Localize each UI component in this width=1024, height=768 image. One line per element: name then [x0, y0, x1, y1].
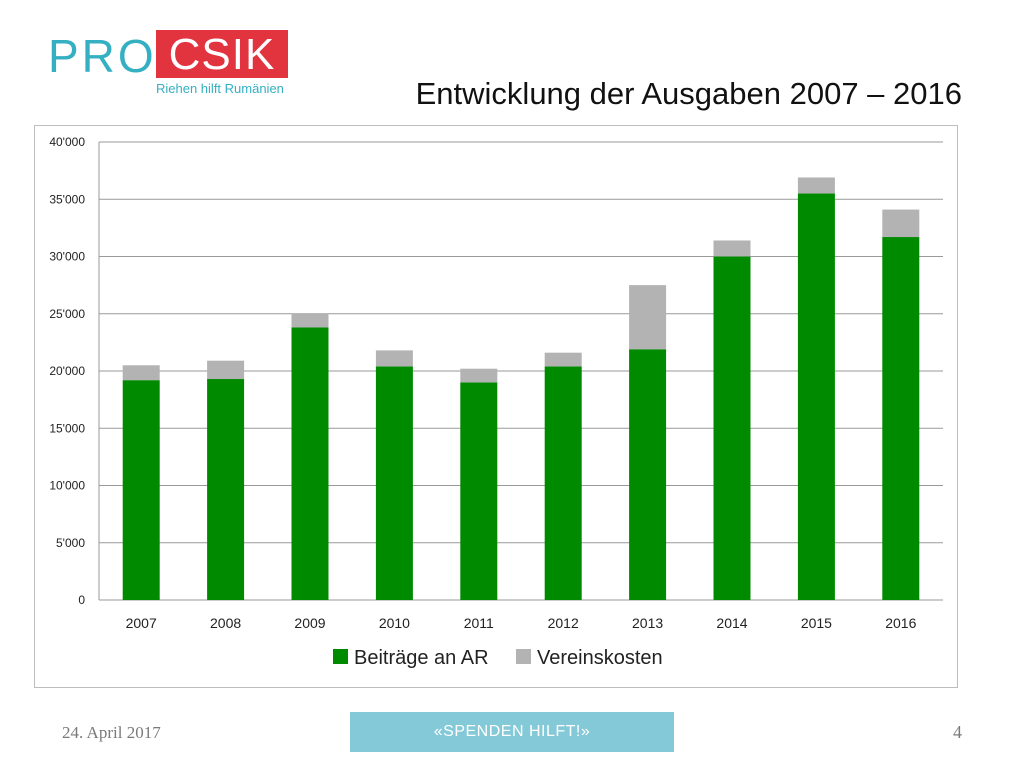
footer-date: 24. April 2017 [62, 723, 161, 742]
logo-pro-text: PRO [48, 30, 157, 82]
bar-beitraege-2011 [460, 382, 498, 600]
logo-csik-text: CSIK [156, 30, 288, 79]
y-tick-label: 40'000 [49, 135, 85, 149]
bar-vereinskosten-2013 [629, 285, 667, 350]
bar-beitraege-2007 [122, 380, 160, 600]
chart-frame: 0 5'000 10'000 15'000 20'000 25'000 30'000 35'0… [34, 125, 958, 688]
x-tick-label: 2012 [548, 615, 579, 631]
bar-vereinskosten-2016 [882, 209, 920, 238]
x-tick-label: 2011 [464, 615, 494, 631]
y-tick-label: 35'000 [49, 192, 85, 206]
bar-beitraege-2010 [375, 366, 413, 600]
legend-swatch [516, 649, 531, 664]
slide-title: Entwicklung der Ausgaben 2007 – 2016 [415, 76, 962, 111]
bar-vereinskosten-2007 [122, 365, 160, 381]
x-tick-label: 2010 [379, 615, 410, 631]
x-tick-label: 2007 [126, 615, 157, 631]
legend-label: Vereinskosten [537, 647, 663, 669]
bar-vereinskosten-2014 [713, 240, 751, 257]
page-number: 4 [953, 722, 962, 742]
bar-beitraege-2016 [882, 237, 920, 600]
x-tick-label: 2009 [294, 615, 325, 631]
y-tick-label: 25'000 [49, 307, 85, 321]
y-tick-label: 15'000 [49, 421, 85, 435]
footer-badge: «SPENDEN HILFT!» [350, 712, 674, 752]
bar-beitraege-2009 [291, 327, 329, 600]
bar-beitraege-2012 [544, 366, 582, 600]
legend-label: Beiträge an AR [354, 647, 489, 669]
bar-vereinskosten-2010 [375, 350, 413, 367]
y-tick-label: 20'000 [49, 364, 85, 378]
x-tick-label: 2015 [801, 615, 832, 631]
procsik-logo: PRO CSIK Riehen hilft Rumänien [48, 28, 298, 100]
x-tick-label: 2013 [632, 615, 663, 631]
x-tick-label: 2016 [885, 615, 916, 631]
y-tick-label: 10'000 [49, 479, 85, 493]
y-tick-label: 0 [78, 593, 85, 607]
logo-tagline: Riehen hilft Rumänien [156, 81, 284, 96]
bar-beitraege-2008 [207, 379, 245, 600]
x-tick-label: 2008 [210, 615, 241, 631]
stacked-bar-chart: 0 5'000 10'000 15'000 20'000 25'000 30'000 35'0… [49, 135, 943, 669]
x-tick-label: 2014 [716, 615, 747, 631]
y-tick-label: 30'000 [49, 250, 85, 264]
bar-beitraege-2015 [797, 193, 835, 600]
bar-vereinskosten-2008 [207, 360, 245, 380]
bar-vereinskosten-2012 [544, 352, 582, 367]
bar-beitraege-2013 [629, 349, 667, 600]
bar-beitraege-2014 [713, 256, 751, 600]
bar-vereinskosten-2009 [291, 313, 329, 328]
bar-vereinskosten-2011 [460, 368, 498, 383]
y-tick-label: 5'000 [56, 536, 85, 550]
legend-swatch [333, 649, 348, 664]
bar-vereinskosten-2015 [797, 177, 835, 194]
